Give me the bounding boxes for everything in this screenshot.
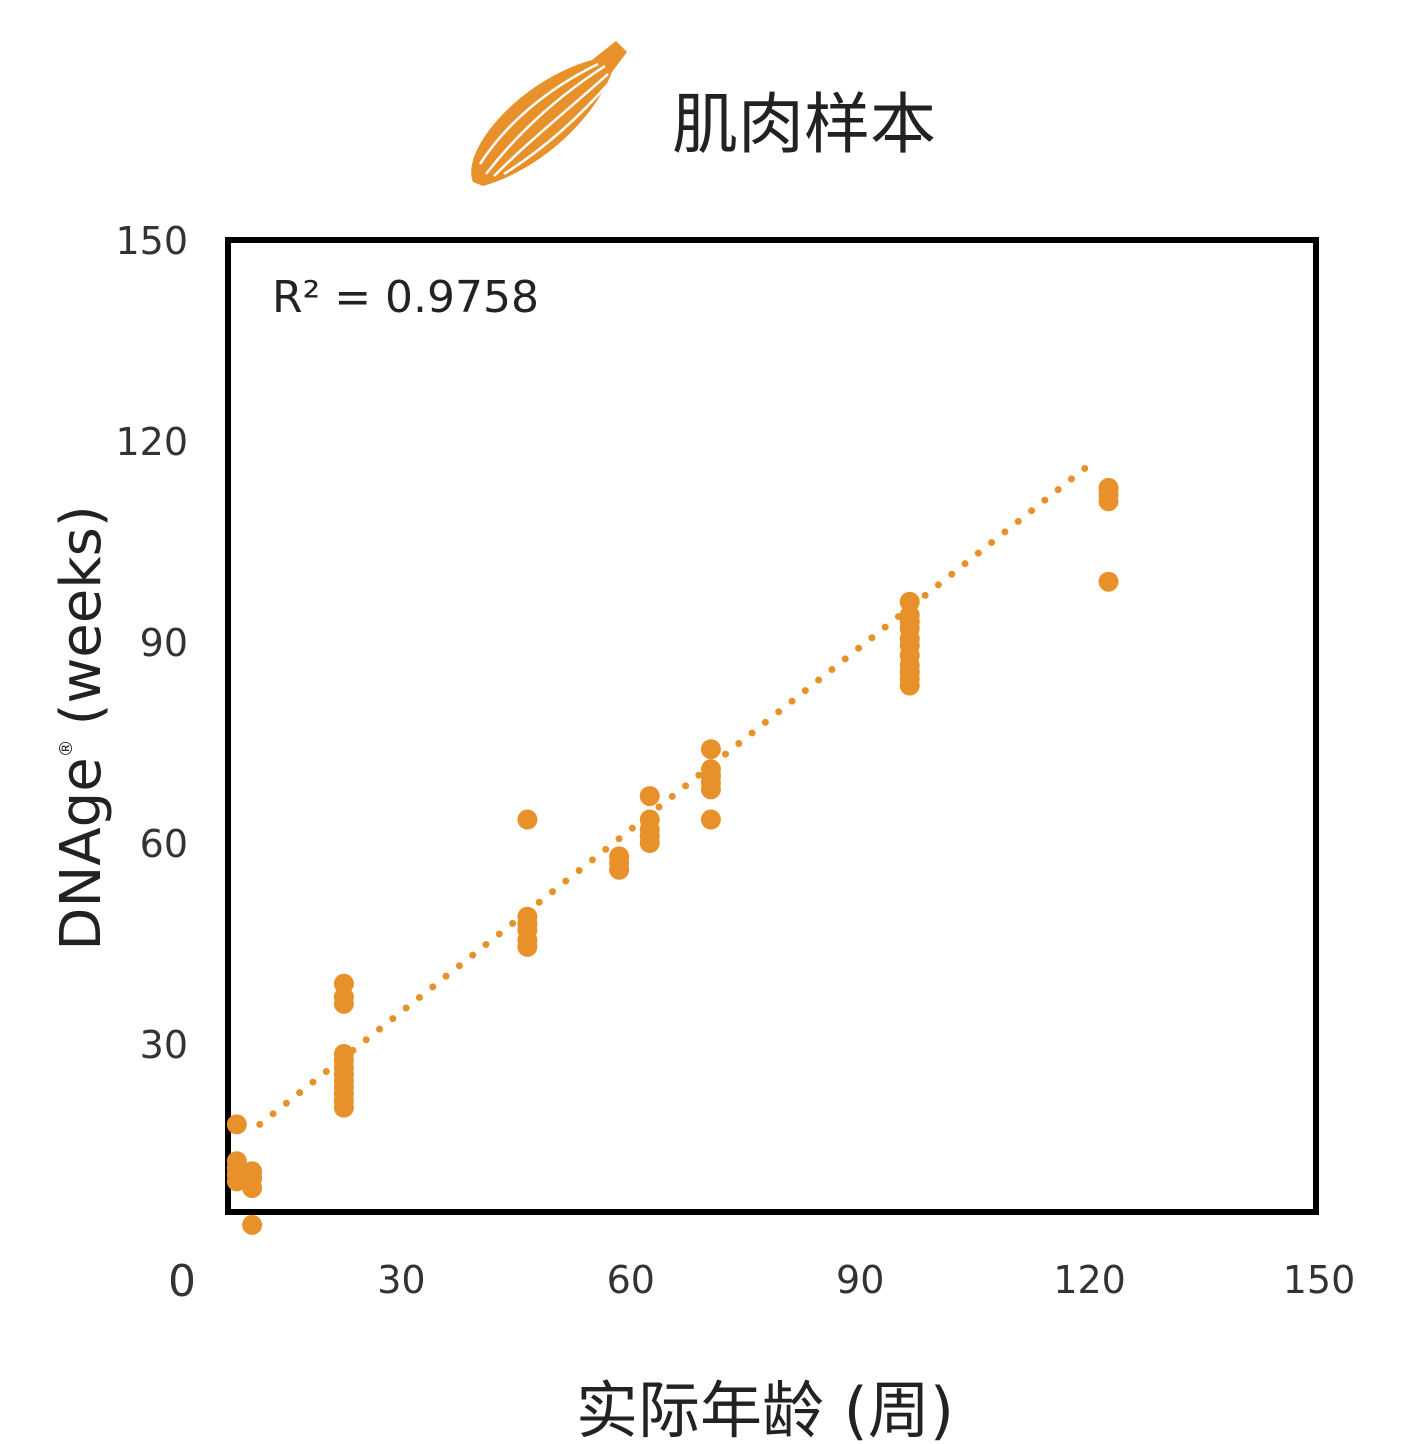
data-point bbox=[226, 1171, 247, 1192]
x-tick-label: 30 bbox=[377, 1258, 425, 1302]
r-squared-annotation: R² = 0.9758 bbox=[272, 272, 539, 323]
chart-title: 肌肉样本 bbox=[672, 86, 936, 163]
data-point bbox=[1098, 571, 1119, 592]
x-axis-ticks: 30 60 90 120 150 bbox=[377, 1258, 1355, 1302]
y-tick-label: 120 bbox=[115, 420, 188, 464]
y-axis-title-unit: (weeks) bbox=[49, 505, 114, 725]
data-point bbox=[226, 1114, 247, 1135]
y-tick-label: 150 bbox=[115, 219, 188, 263]
trendline bbox=[256, 464, 1090, 1128]
data-point bbox=[242, 1178, 263, 1199]
muscle-icon bbox=[471, 41, 627, 186]
x-tick-label: 60 bbox=[607, 1258, 655, 1302]
data-point bbox=[700, 809, 721, 830]
x-tick-label: 150 bbox=[1283, 1258, 1356, 1302]
data-point bbox=[700, 739, 721, 760]
data-points bbox=[226, 477, 1119, 1235]
x-tick-label: 120 bbox=[1053, 1258, 1126, 1302]
data-point bbox=[242, 1214, 263, 1235]
data-point bbox=[639, 786, 660, 807]
data-point bbox=[333, 993, 354, 1014]
y-tick-label: 30 bbox=[140, 1023, 188, 1067]
y-axis-title-mark: ® bbox=[56, 739, 77, 757]
y-axis-ticks: 30 60 90 120 150 bbox=[115, 219, 188, 1067]
data-point bbox=[899, 675, 920, 696]
data-point bbox=[609, 859, 630, 880]
y-tick-label: 90 bbox=[140, 621, 188, 665]
origin-label: 0 bbox=[168, 1256, 196, 1307]
data-point bbox=[1098, 491, 1119, 512]
x-axis-title: 实际年龄 (周) bbox=[576, 1374, 954, 1444]
data-point bbox=[700, 779, 721, 800]
y-tick-label: 60 bbox=[140, 822, 188, 866]
y-axis-title: DNAge® (weeks) bbox=[49, 505, 114, 950]
data-point bbox=[517, 809, 538, 830]
data-point bbox=[517, 936, 538, 957]
y-axis-title-main: DNAge bbox=[49, 757, 114, 950]
data-point bbox=[639, 833, 660, 853]
data-point bbox=[333, 1097, 354, 1118]
plot-frame bbox=[225, 237, 1319, 1215]
x-tick-label: 90 bbox=[836, 1258, 884, 1302]
